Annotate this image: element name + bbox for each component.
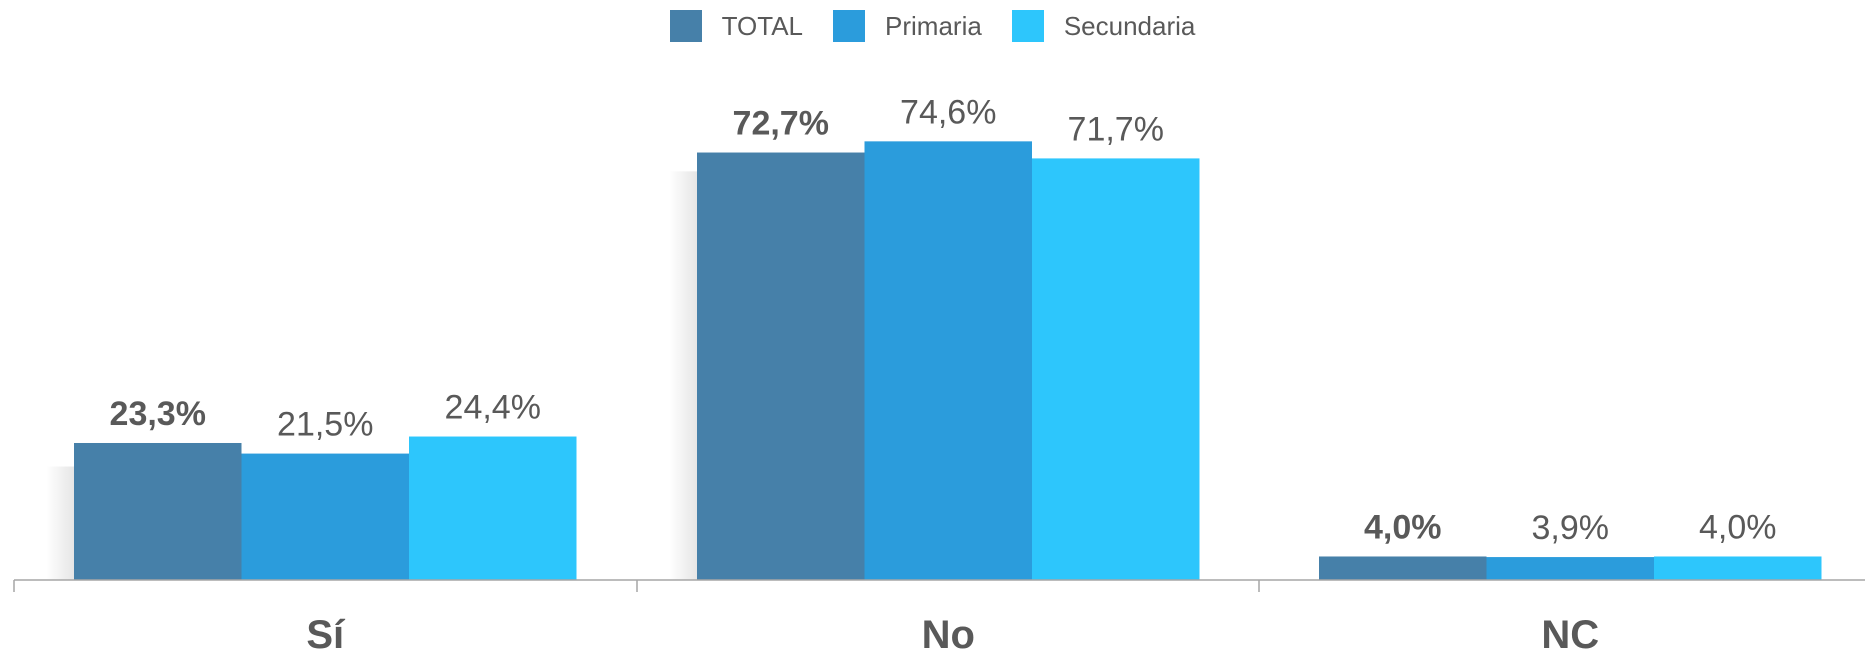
data-label-total-0: 23,3% [110,395,206,433]
bar-shadow [669,171,697,581]
legend-item-secundaria: Secundaria [1011,10,1196,42]
legend-swatch-secundaria [1011,10,1044,42]
legend: TOTAL Primaria Secundaria [0,10,1865,42]
legend-item-total: TOTAL [669,10,804,42]
bar-secundaria-2 [1654,556,1822,580]
data-label-primaria-1: 74,6% [900,93,996,131]
category-label-2: NC [1541,613,1599,653]
bar-secundaria-1 [1032,158,1200,581]
data-label-total-1: 72,7% [733,105,829,143]
legend-swatch-total [669,10,702,42]
bar-total-0 [74,442,242,580]
legend-label-total: TOTAL [721,10,804,41]
bar-total-2 [1319,556,1487,580]
bar-total-1 [697,152,865,581]
category-label-0: Sí [306,613,346,653]
bar-primaria-0 [241,453,409,580]
data-label-secundaria-2: 4,0% [1699,508,1777,546]
bar-secundaria-0 [409,436,577,580]
legend-label-secundaria: Secundaria [1063,10,1196,41]
data-label-secundaria-0: 24,4% [445,389,541,427]
legend-label-primaria: Primaria [885,10,982,41]
bar-primaria-1 [864,141,1032,581]
data-label-primaria-2: 3,9% [1532,509,1610,547]
legend-item-primaria: Primaria [833,10,982,42]
bar-primaria-2 [1486,557,1654,580]
bar-shadow [46,466,74,580]
legend-swatch-primaria [833,10,866,42]
category-label-1: No [922,613,975,653]
data-label-total-2: 4,0% [1364,508,1442,546]
data-label-secundaria-1: 71,7% [1068,110,1164,148]
data-label-primaria-0: 21,5% [277,406,373,444]
